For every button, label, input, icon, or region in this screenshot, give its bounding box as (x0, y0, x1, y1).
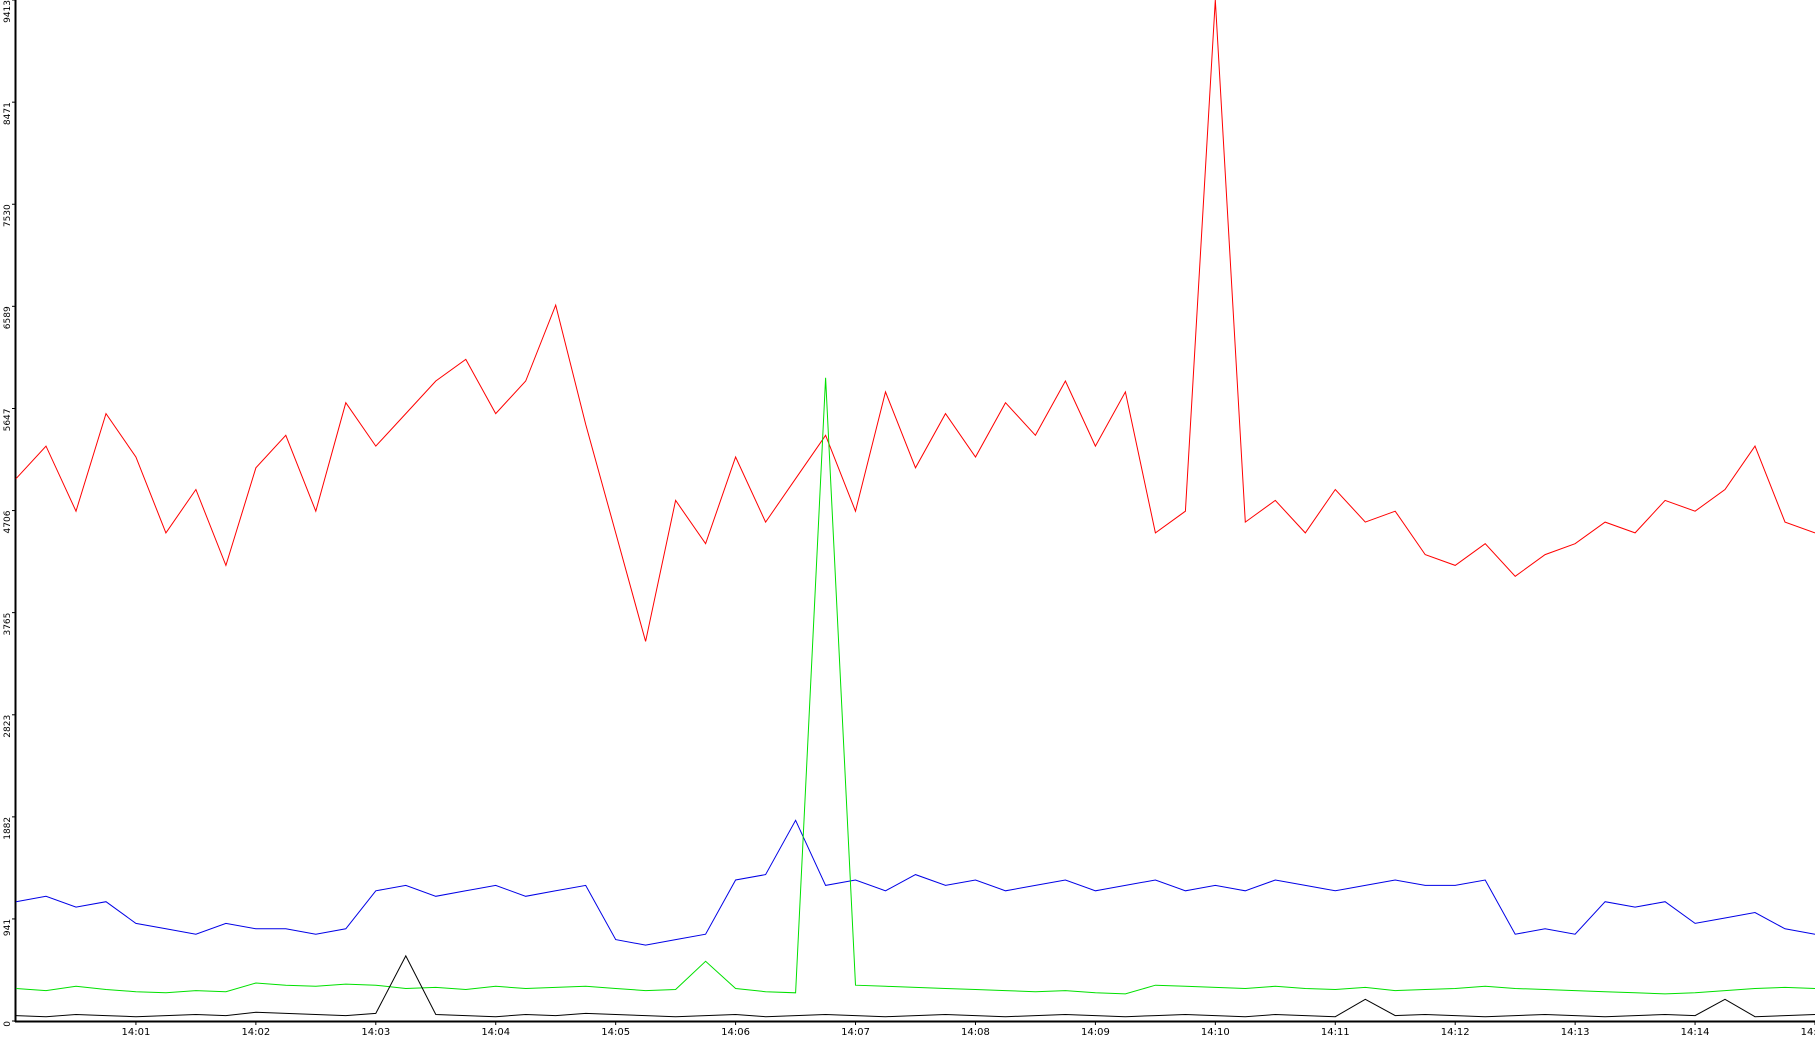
y-tick-label: 7530 (3, 204, 13, 227)
x-tick-label: 14:01 (122, 1027, 151, 1038)
x-tick-label: 14:10 (1201, 1027, 1230, 1038)
x-tick-label: 14:09 (1081, 1027, 1110, 1038)
x-tick-label: 14:12 (1441, 1027, 1470, 1038)
x-tick-label: 14:04 (481, 1027, 510, 1038)
y-tick-label: 3765 (3, 613, 13, 636)
y-tick-label: 0 (3, 1021, 13, 1027)
series-line (15, 377, 1815, 995)
series-line (15, 954, 1815, 1018)
y-tick-label: 4706 (3, 510, 13, 533)
y-tick-label: 2823 (3, 715, 13, 738)
x-tick-label: 14:02 (241, 1027, 270, 1038)
y-tick-label: 8471 (3, 102, 13, 125)
x-tick-label: 14:05 (601, 1027, 630, 1038)
series-line (15, 819, 1815, 946)
x-tick-label: 14:06 (721, 1027, 750, 1038)
series-line (15, 0, 1815, 642)
x-tick-label: 14:08 (961, 1027, 990, 1038)
x-tick-label: 14:03 (361, 1027, 390, 1038)
x-tick-label: 14:13 (1561, 1027, 1590, 1038)
x-tick-label: 14:07 (841, 1027, 870, 1038)
y-tick-label: 9413 (3, 0, 13, 23)
x-tick-label: 14:14 (1681, 1027, 1710, 1038)
y-tick-label: 1882 (3, 817, 13, 840)
y-tick-label: 6589 (3, 306, 13, 329)
y-tick-label: 5647 (3, 408, 13, 431)
y-tick-label: 941 (3, 919, 13, 936)
x-tick-label: 14:11 (1321, 1027, 1350, 1038)
x-tick-label: 14:15 (1801, 1027, 1815, 1038)
